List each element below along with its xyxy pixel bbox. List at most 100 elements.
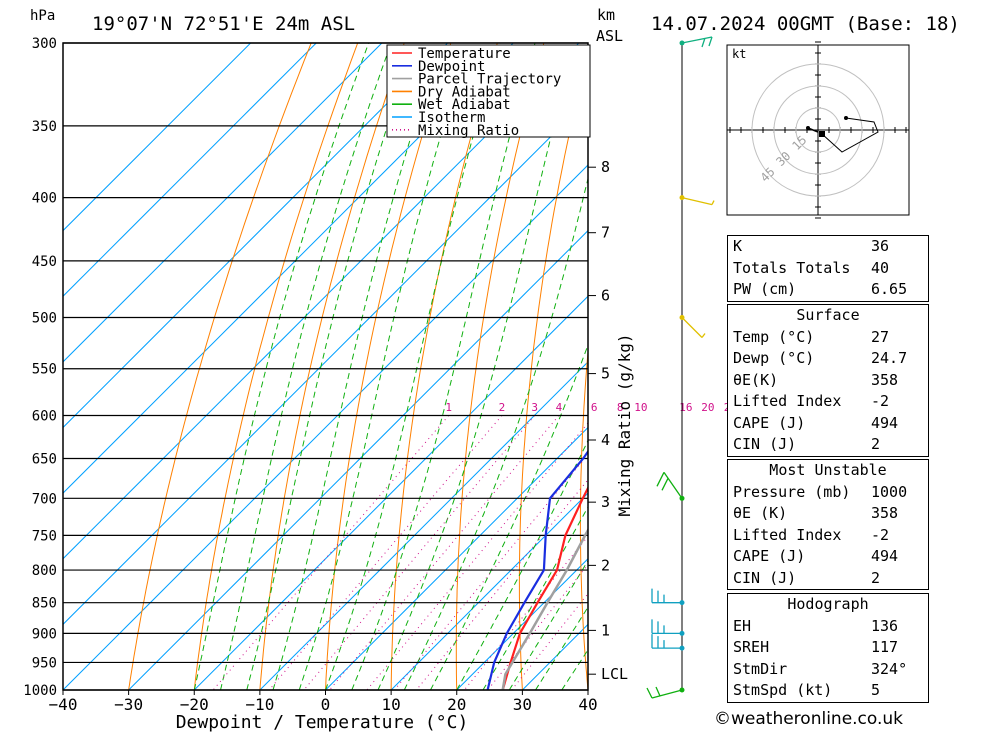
- surface-value: 24.7: [871, 349, 908, 367]
- wind-barb: [681, 196, 715, 206]
- pressure-tick-label: 500: [32, 311, 57, 327]
- most-unstable-title: Most Unstable: [769, 461, 887, 479]
- km-tick-label: 3: [601, 493, 610, 511]
- wet-adiabat: [430, 343, 588, 690]
- storm-motion-marker: [819, 131, 825, 137]
- hodograph-stat-label: StmDir: [733, 659, 788, 678]
- pressure-tick-label: 900: [32, 626, 57, 642]
- pressure-tick-label: 750: [32, 528, 57, 544]
- mixing-ratio-label: 3: [531, 401, 538, 414]
- datetime-title: 14.07.2024 00GMT (Base: 18): [651, 13, 960, 35]
- x-tick-label: −40: [49, 695, 78, 714]
- isotherm: [63, 98, 588, 626]
- surface-row: CAPE (J) 494: [728, 413, 928, 435]
- pressure-tick-label: 1000: [23, 683, 57, 699]
- hodograph-stat-label: StmSpd (kt): [733, 681, 833, 699]
- x-tick-label: 30: [513, 695, 532, 714]
- copyright: ©weatheronline.co.uk: [714, 709, 904, 729]
- asl-unit: ASL: [596, 27, 623, 45]
- legend-label: Mixing Ratio: [418, 123, 519, 139]
- wet-adiabat: [220, 43, 392, 690]
- wind-barb: [651, 634, 682, 649]
- wind-barb: [646, 686, 683, 699]
- surface-table: Surface Temp (°C) 27 Dewp (°C) 24.7 θE(K) 358…: [727, 304, 929, 457]
- hodograph-unit: kt: [732, 47, 746, 61]
- isotherm: [259, 361, 588, 690]
- x-tick-label: 0: [321, 695, 331, 714]
- km-tick-label: 4: [601, 431, 610, 449]
- wind-barb: [681, 317, 706, 338]
- surface-title: Surface: [796, 306, 860, 324]
- x-tick-label: −30: [114, 695, 143, 714]
- isotherm: [456, 558, 588, 690]
- pressure-tick-label: 800: [32, 563, 57, 579]
- hodograph-stat-value: 117: [871, 638, 899, 656]
- indices-table: K 36 Totals Totals 40 PW (cm) 6.65: [727, 235, 929, 302]
- mixing-ratio-label: 8: [617, 401, 624, 414]
- isotherm: [63, 43, 514, 494]
- most-unstable-label: CIN (J): [733, 568, 797, 587]
- x-tick-label: 10: [381, 695, 400, 714]
- wet-adiabat: [272, 43, 442, 690]
- surface-label: Temp (°C): [733, 327, 815, 346]
- isotherm: [390, 492, 588, 690]
- wind-barb: [651, 588, 682, 604]
- pressure-tick-label: 450: [32, 254, 57, 270]
- legend-label: Wet Adiabat: [418, 97, 511, 113]
- km-tick-label: 7: [601, 224, 610, 242]
- wet-adiabat: [298, 43, 470, 690]
- most-unstable-label: Lifted Index: [733, 525, 842, 544]
- surface-label: Dewp (°C): [733, 349, 815, 367]
- pressure-tick-label: 600: [32, 408, 57, 424]
- hodograph-stat-row: StmSpd (kt) 5: [728, 680, 928, 702]
- pressure-tick-label: 650: [32, 452, 57, 468]
- most-unstable-row: Lifted Index -2: [728, 525, 928, 547]
- km-unit: km: [597, 6, 615, 24]
- most-unstable-row: CAPE (J) 494: [728, 546, 928, 568]
- dry-adiabat: [697, 43, 730, 690]
- legend-label: Dry Adiabat: [418, 84, 511, 100]
- legend-label: Parcel Trajectory: [418, 72, 561, 88]
- most-unstable-value: 2: [871, 568, 881, 587]
- most-unstable-row: Pressure (mb) 1000: [728, 482, 928, 504]
- most-unstable-row: θE (K) 358: [728, 503, 928, 525]
- hodograph-point: [844, 116, 848, 120]
- x-tick-label: 40: [578, 695, 597, 714]
- isotherm: [63, 43, 448, 429]
- surface-row: CIN (J) 2: [728, 434, 928, 456]
- pressure-tick-label: 400: [32, 191, 57, 207]
- isotherm: [63, 43, 317, 297]
- mixing-ratio-label: 10: [634, 401, 647, 414]
- km-tick-label: 2: [601, 556, 610, 574]
- surface-value: -2: [871, 392, 890, 410]
- x-tick-label: −20: [180, 695, 209, 714]
- axes: −40 −30 −20 −10 0 10 20 30 40: [49, 690, 598, 714]
- mixing-ratio-label: 1: [445, 401, 452, 414]
- x-tick-label: 20: [447, 695, 466, 714]
- hodograph-ring: [751, 63, 885, 197]
- isotherm: [63, 43, 580, 560]
- hodograph-trace: [821, 117, 879, 153]
- wind-barbs: [646, 36, 715, 699]
- hodograph-ring: [795, 107, 841, 153]
- hodograph-stat-label: EH: [733, 616, 752, 635]
- mixing-ratio-label: 6: [591, 401, 598, 414]
- mixing-ratio-label: 20: [701, 401, 714, 414]
- surface-value: 27: [871, 327, 890, 346]
- most-unstable-value: 494: [871, 547, 899, 565]
- parcel-trajectory-line: [501, 527, 588, 690]
- wet-adiabat: [456, 439, 588, 690]
- mixing-ratio-line: [329, 415, 560, 690]
- hodograph-point: [806, 126, 810, 130]
- hodograph-stat-row: EH 136: [728, 616, 928, 638]
- km-tick-label: 6: [601, 287, 610, 305]
- hodograph-stat-row: SREH 117: [728, 637, 928, 659]
- surface-label: Lifted Index: [733, 392, 842, 410]
- most-unstable-label: CAPE (J): [733, 547, 806, 565]
- km-tick-label: 5: [601, 365, 610, 383]
- mixing-ratio-axis-label: Mixing Ratio (g/kg): [615, 333, 634, 516]
- most-unstable-label: Pressure (mb): [733, 482, 851, 501]
- most-unstable-value: -2: [871, 525, 890, 544]
